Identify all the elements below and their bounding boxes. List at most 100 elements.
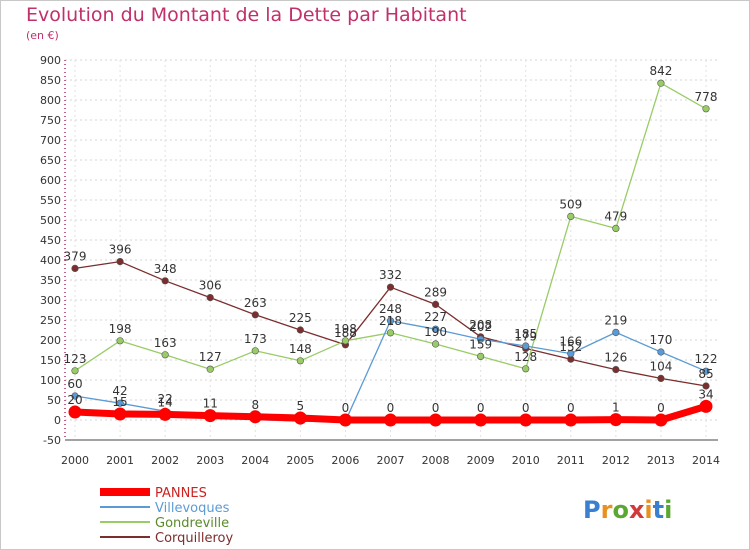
legend-label-corquilleroy: Corquilleroy — [155, 531, 233, 546]
data-label: 479 — [604, 209, 627, 223]
data-label: 396 — [109, 243, 132, 257]
data-point — [431, 340, 440, 348]
data-point — [567, 350, 575, 358]
data-point — [522, 365, 530, 373]
data-label: 227 — [424, 310, 447, 324]
data-label: 509 — [559, 197, 582, 211]
data-point — [71, 264, 79, 273]
data-point — [702, 105, 710, 113]
data-label: 0 — [342, 401, 350, 415]
data-label: 198 — [334, 322, 357, 336]
data-label: 263 — [244, 296, 267, 310]
data-point — [429, 413, 443, 427]
y-tick-label: 500 — [40, 214, 61, 227]
data-label: 122 — [695, 352, 718, 366]
y-tick-label: 750 — [40, 114, 61, 127]
data-point — [567, 212, 575, 220]
data-point — [612, 328, 620, 337]
data-label: 202 — [469, 320, 492, 334]
logo-letter: i — [664, 496, 672, 524]
data-point — [251, 311, 259, 319]
x-tick-label: 2009 — [467, 454, 495, 467]
x-tick-label: 2012 — [602, 454, 630, 467]
data-label: 8 — [251, 398, 259, 412]
data-label: 166 — [559, 335, 582, 349]
data-label: 208 — [469, 318, 492, 332]
data-label: 0 — [432, 401, 440, 415]
logo-letter: r — [601, 496, 613, 524]
data-point — [702, 382, 710, 390]
data-label: 104 — [649, 359, 672, 373]
data-point — [158, 407, 172, 421]
plot-area — [65, 60, 718, 440]
y-tick-label: 800 — [40, 94, 61, 107]
data-point — [386, 317, 395, 325]
data-label: 159 — [469, 337, 492, 351]
data-label: 173 — [244, 332, 267, 346]
y-tick-label: 100 — [40, 374, 61, 387]
data-point — [564, 413, 578, 427]
proxiti-logo: Proxiti — [583, 496, 672, 524]
y-tick-label: 300 — [40, 294, 61, 307]
data-point — [474, 413, 488, 427]
data-label: 842 — [649, 64, 672, 78]
data-label: 127 — [199, 350, 222, 364]
x-tick-label: 2000 — [61, 454, 89, 467]
logo-letter: t — [653, 496, 664, 524]
data-label: 60 — [67, 377, 82, 391]
data-label: 185 — [514, 327, 537, 341]
data-label: 0 — [522, 401, 530, 415]
y-tick-label: 50 — [47, 394, 61, 407]
data-point — [71, 367, 79, 375]
x-tick-label: 2007 — [377, 454, 405, 467]
data-point — [206, 294, 214, 302]
data-point — [519, 413, 533, 427]
data-label: 148 — [289, 342, 312, 356]
y-tick-label: 350 — [40, 274, 61, 287]
y-tick-label: 850 — [40, 74, 61, 87]
data-label: 225 — [289, 311, 312, 325]
chart-title: Evolution du Montant de la Dette par Hab… — [26, 4, 467, 26]
data-label: 188 — [334, 326, 357, 340]
y-tick-label: 450 — [40, 234, 61, 247]
data-label: 198 — [109, 322, 132, 336]
data-point — [161, 351, 169, 359]
data-point — [113, 407, 127, 421]
x-tick-label: 2004 — [241, 454, 269, 467]
data-label: 15 — [112, 395, 127, 409]
x-tick-label: 2003 — [196, 454, 224, 467]
y-tick-label: 600 — [40, 174, 61, 187]
data-label: 152 — [559, 340, 582, 354]
data-point — [341, 337, 350, 345]
data-label: 778 — [695, 90, 718, 104]
data-label: 0 — [657, 401, 665, 415]
data-point — [612, 366, 620, 374]
data-point — [251, 347, 259, 355]
data-label: 219 — [604, 313, 627, 327]
y-tick-label: -50 — [43, 434, 61, 447]
data-label: 348 — [154, 262, 177, 276]
data-point — [386, 329, 395, 337]
x-tick-label: 2013 — [647, 454, 675, 467]
data-point — [657, 79, 665, 87]
logo-letter: P — [583, 496, 601, 524]
legend-label-villevoques: Villevoques — [155, 501, 230, 516]
data-label: 126 — [604, 351, 627, 365]
y-tick-label: 400 — [40, 254, 61, 267]
data-point — [702, 367, 710, 375]
x-tick-label: 2006 — [331, 454, 359, 467]
data-point — [477, 335, 485, 343]
data-point — [206, 365, 214, 373]
data-label: 1 — [612, 401, 620, 415]
data-point — [293, 411, 307, 425]
data-point — [654, 413, 668, 427]
x-tick-label: 2014 — [692, 454, 720, 467]
y-tick-label: 250 — [40, 314, 61, 327]
data-point — [338, 413, 352, 427]
data-label: 170 — [649, 333, 672, 347]
data-label: 34 — [698, 387, 713, 401]
data-label: 248 — [379, 302, 402, 316]
data-label: 306 — [199, 279, 222, 293]
data-label: 179 — [514, 329, 537, 343]
